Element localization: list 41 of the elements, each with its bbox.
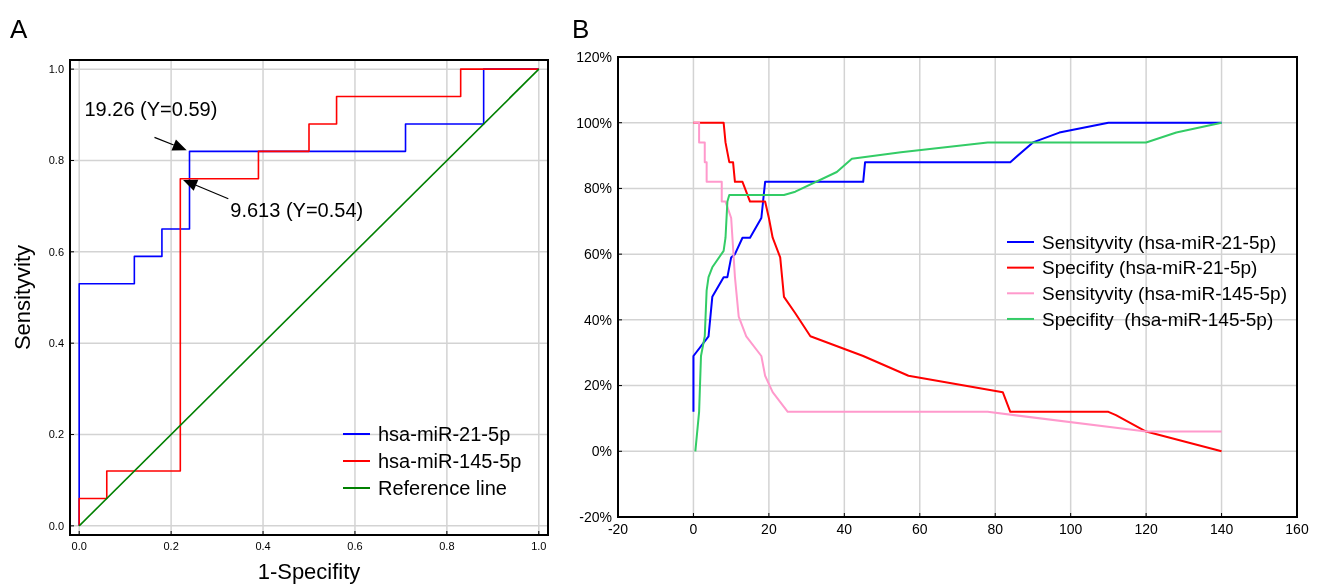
x-tick-label: 0.0: [71, 539, 87, 552]
x-tick-label: 0.4: [255, 539, 271, 552]
y-tick-label: 60%: [583, 246, 612, 263]
y-tick-label: 80%: [583, 180, 612, 197]
y-axis-title: Sensityvity: [10, 244, 35, 351]
x-tick-label: 0.8: [439, 539, 455, 552]
y-tick-label: 20%: [583, 377, 612, 394]
x-tick-label: 80: [987, 521, 1004, 538]
x-tick-label: 60: [911, 521, 928, 538]
x-tick-label: 1.0: [531, 539, 547, 552]
y-tick-label: 0%: [591, 443, 612, 460]
chart-title: A: [10, 14, 28, 44]
y-tick-label: 120%: [576, 48, 612, 65]
y-tick-label: 40%: [583, 311, 612, 328]
annotation: 9.613 (Y=0.54): [230, 198, 364, 221]
x-tick-label: 140: [1209, 521, 1234, 538]
legend-label: Sensityvity (hsa-miR-21-5p): [1042, 231, 1277, 253]
x-tick-label: 0: [689, 521, 698, 538]
y-tick-label: 0.2: [48, 428, 64, 441]
x-tick-label: 160: [1285, 521, 1309, 538]
chart-title: B: [572, 14, 590, 44]
x-axis-title: 1-Specifity: [257, 559, 361, 584]
legend-label: Sensityvity (hsa-miR-145-5p): [1042, 282, 1287, 304]
y-tick-label: 0.4: [48, 337, 64, 350]
y-tick-label: 0.6: [48, 245, 64, 258]
line-series: [78, 68, 540, 527]
annotation: 19.26 (Y=0.59): [84, 98, 218, 121]
legend-label: Specifity (hsa-miR-21-5p): [1042, 257, 1258, 279]
x-tick-label: 0.6: [347, 539, 363, 552]
x-tick-label: 100: [1058, 521, 1083, 538]
y-tick-label: 100%: [576, 114, 612, 131]
x-tick-label: 0.2: [163, 539, 179, 552]
legend-label: hsa-miR-145-5p: [378, 450, 522, 472]
legend-label: Reference line: [378, 477, 507, 499]
x-tick-label: 20: [761, 521, 777, 538]
x-tick-label: 40: [836, 521, 853, 538]
y-tick-label: 1.0: [48, 62, 64, 75]
y-tick-label: 0.8: [48, 154, 64, 167]
legend-label: hsa-miR-21-5p: [378, 423, 511, 445]
legend-label: Specifity (hsa-miR-145-5p): [1042, 308, 1274, 330]
x-tick-label: 120: [1134, 521, 1158, 538]
